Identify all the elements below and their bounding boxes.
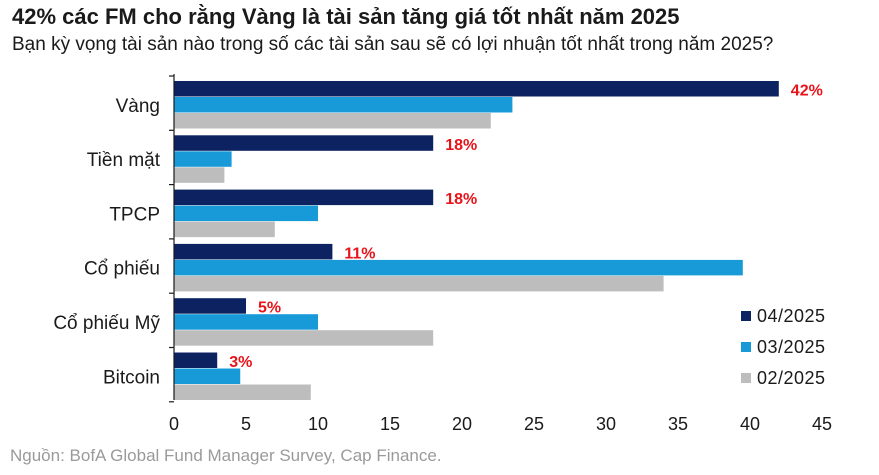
legend: 04/2025 03/2025 02/2025 (741, 306, 826, 388)
x-tick-label-5: 5 (241, 414, 251, 434)
data-labels: 42% 18% 18% 11% 5% 3% (229, 83, 823, 372)
legend-label-02-2025: 02/2025 (757, 368, 826, 388)
bar-tpcp-02-2025 (174, 221, 275, 238)
data-label-tien-mat: 18% (445, 137, 477, 154)
bar-vang-04-2025 (174, 81, 779, 97)
legend-swatch-04-2025 (741, 311, 751, 321)
bar-co-phieu-my-03-2025 (174, 314, 318, 330)
x-tick-label-45: 45 (812, 414, 832, 434)
x-tick-label-40: 40 (740, 414, 760, 434)
bar-tpcp-03-2025 (174, 205, 318, 222)
category-label-tpcp: TPCP (109, 204, 160, 225)
chart-subtitle: Bạn kỳ vọng tài sản nào trong số các tài… (12, 34, 774, 55)
data-label-co-phieu: 11% (344, 245, 375, 262)
legend-swatch-03-2025 (741, 342, 751, 352)
source-note: Nguồn: BofA Global Fund Manager Survey, … (10, 446, 442, 465)
bar-co-phieu-my-02-2025 (174, 330, 434, 346)
bar-tien-mat-04-2025 (174, 135, 434, 151)
bar-bitcoin-03-2025 (174, 368, 241, 384)
category-label-co-phieu-my: Cổ phiếu Mỹ (53, 313, 160, 334)
x-tick-label-10: 10 (308, 414, 328, 434)
x-tick-label-20: 20 (452, 414, 472, 434)
category-label-bitcoin: Bitcoin (103, 367, 160, 388)
bar-vang-03-2025 (174, 97, 513, 113)
category-label-tien-mat: Tiền mặt (87, 150, 161, 171)
bar-tpcp-04-2025 (174, 189, 434, 206)
x-tick-label-0: 0 (169, 414, 179, 434)
data-label-co-phieu-my: 5% (258, 300, 281, 317)
category-label-vang: Vàng (116, 96, 160, 117)
data-label-vang: 42% (791, 83, 823, 100)
category-labels: Vàng Tiền mặt TPCP Cổ phiếu Cổ phiếu Mỹ Bitco… (53, 96, 160, 389)
chart-title: 42% các FM cho rằng Vàng là tài sản tăng… (12, 4, 680, 29)
x-axis (169, 74, 175, 403)
bar-tien-mat-03-2025 (174, 151, 232, 167)
data-label-bitcoin: 3% (229, 354, 252, 371)
bar-co-phieu-02-2025 (174, 275, 664, 292)
x-tick-label-15: 15 (380, 414, 400, 434)
legend-swatch-02-2025 (741, 373, 751, 383)
data-label-tpcp: 18% (445, 191, 477, 208)
category-label-co-phieu: Cổ phiếu (84, 259, 160, 280)
x-tick-label-30: 30 (596, 414, 616, 434)
bar-co-phieu-my-04-2025 (174, 298, 246, 314)
bar-vang-02-2025 (174, 113, 491, 129)
bar-tien-mat-02-2025 (174, 167, 225, 183)
bar-co-phieu-04-2025 (174, 243, 333, 260)
x-tick-label-25: 25 (524, 414, 544, 434)
bar-bitcoin-04-2025 (174, 352, 218, 368)
legend-label-04-2025: 04/2025 (757, 306, 826, 326)
x-tick-labels: 0 5 10 15 20 25 30 35 40 45 (169, 414, 832, 434)
bar-bitcoin-02-2025 (174, 384, 311, 400)
x-tick-label-35: 35 (668, 414, 688, 434)
bar-co-phieu-03-2025 (174, 259, 743, 276)
bars-layer (174, 81, 779, 400)
legend-label-03-2025: 03/2025 (757, 337, 826, 357)
